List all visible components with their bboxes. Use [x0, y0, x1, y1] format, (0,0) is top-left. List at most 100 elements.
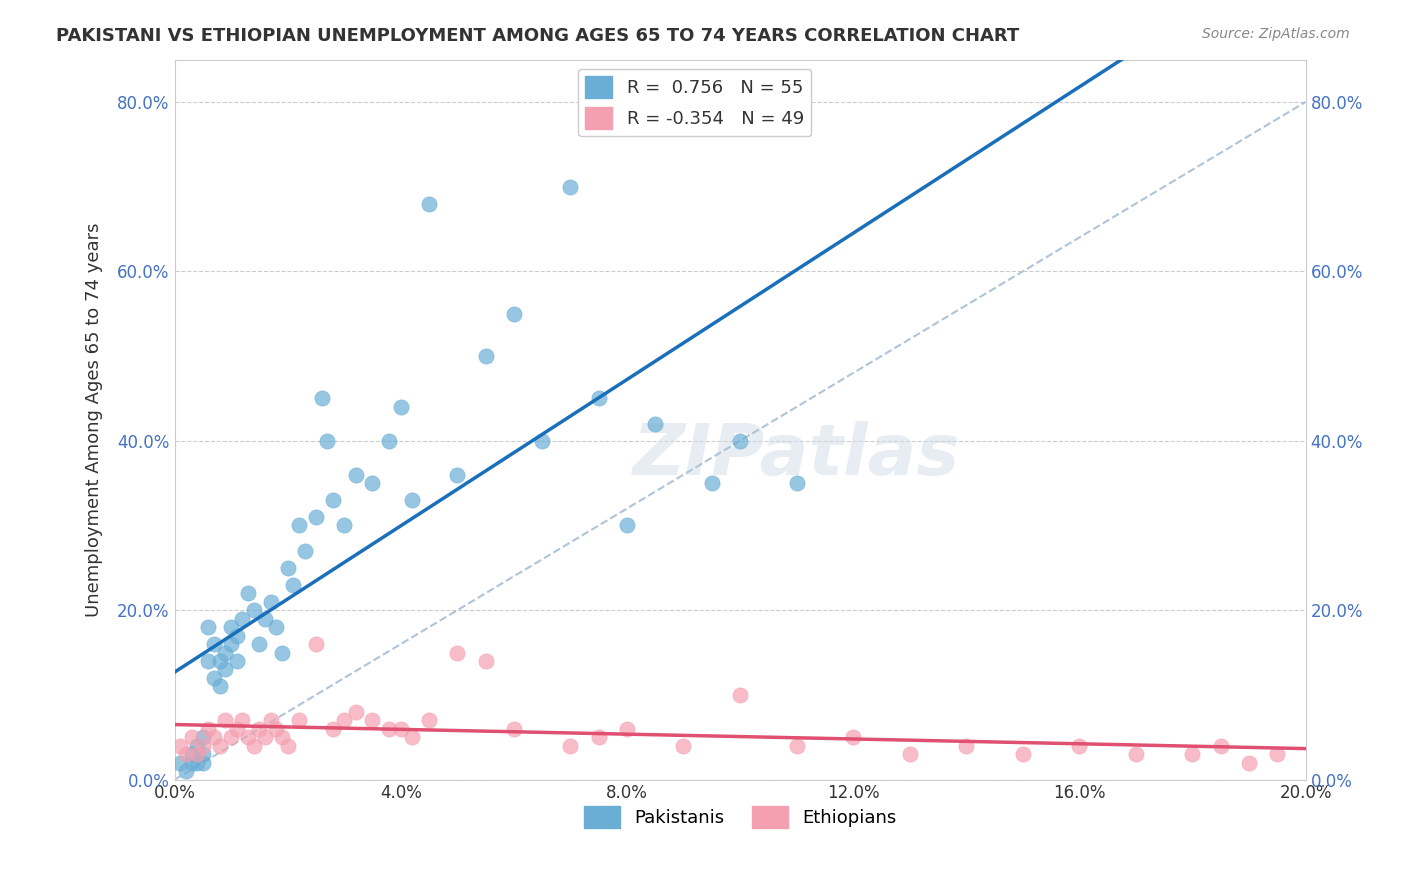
Pakistanis [271, 646, 294, 660]
Ethiopians [169, 739, 191, 753]
Pakistanis [225, 654, 247, 668]
Ethiopians [1209, 739, 1232, 753]
Ethiopians [260, 714, 283, 728]
Ethiopians [361, 714, 384, 728]
Pakistanis [219, 620, 242, 634]
Ethiopians [242, 739, 264, 753]
Pakistanis [186, 739, 208, 753]
Ethiopians [560, 739, 582, 753]
Ethiopians [247, 722, 270, 736]
Ethiopians [344, 705, 367, 719]
Ethiopians [214, 714, 236, 728]
Pakistanis [502, 307, 524, 321]
Pakistanis [231, 612, 253, 626]
Ethiopians [842, 731, 865, 745]
Pakistanis [333, 518, 356, 533]
Ethiopians [786, 739, 808, 753]
Pakistanis [389, 400, 412, 414]
Ethiopians [378, 722, 401, 736]
Pakistanis [260, 595, 283, 609]
Ethiopians [197, 722, 219, 736]
Pakistanis [169, 756, 191, 770]
Ethiopians [225, 722, 247, 736]
Y-axis label: Unemployment Among Ages 65 to 74 years: Unemployment Among Ages 65 to 74 years [86, 222, 103, 617]
Ethiopians [271, 731, 294, 745]
Ethiopians [616, 722, 638, 736]
Pakistanis [266, 620, 288, 634]
Ethiopians [1265, 747, 1288, 762]
Ethiopians [219, 731, 242, 745]
Ethiopians [1181, 747, 1204, 762]
Ethiopians [401, 731, 423, 745]
Ethiopians [389, 722, 412, 736]
Ethiopians [502, 722, 524, 736]
Pakistanis [197, 620, 219, 634]
Pakistanis [644, 417, 666, 431]
Ethiopians [1237, 756, 1260, 770]
Ethiopians [955, 739, 977, 753]
Ethiopians [322, 722, 344, 736]
Pakistanis [208, 680, 231, 694]
Pakistanis [197, 654, 219, 668]
Ethiopians [1011, 747, 1033, 762]
Ethiopians [288, 714, 311, 728]
Ethiopians [898, 747, 921, 762]
Text: ZIPatlas: ZIPatlas [633, 421, 960, 490]
Ethiopians [208, 739, 231, 753]
Ethiopians [333, 714, 356, 728]
Pakistanis [322, 493, 344, 508]
Pakistanis [277, 561, 299, 575]
Pakistanis [531, 434, 554, 448]
Pakistanis [474, 349, 496, 363]
Ethiopians [588, 731, 610, 745]
Ethiopians [418, 714, 440, 728]
Pakistanis [361, 476, 384, 491]
Pakistanis [728, 434, 751, 448]
Pakistanis [202, 671, 225, 685]
Ethiopians [672, 739, 695, 753]
Pakistanis [208, 654, 231, 668]
Pakistanis [288, 518, 311, 533]
Pakistanis [180, 756, 202, 770]
Pakistanis [700, 476, 723, 491]
Pakistanis [214, 646, 236, 660]
Pakistanis [305, 510, 328, 524]
Text: PAKISTANI VS ETHIOPIAN UNEMPLOYMENT AMONG AGES 65 TO 74 YEARS CORRELATION CHART: PAKISTANI VS ETHIOPIAN UNEMPLOYMENT AMON… [56, 27, 1019, 45]
Pakistanis [191, 756, 214, 770]
Pakistanis [344, 467, 367, 482]
Pakistanis [446, 467, 468, 482]
Pakistanis [253, 612, 276, 626]
Pakistanis [378, 434, 401, 448]
Pakistanis [186, 756, 208, 770]
Ethiopians [277, 739, 299, 753]
Pakistanis [616, 518, 638, 533]
Pakistanis [191, 747, 214, 762]
Pakistanis [294, 544, 316, 558]
Ethiopians [728, 688, 751, 702]
Ethiopians [1069, 739, 1091, 753]
Pakistanis [202, 637, 225, 651]
Pakistanis [418, 196, 440, 211]
Ethiopians [253, 731, 276, 745]
Pakistanis [214, 663, 236, 677]
Pakistanis [401, 493, 423, 508]
Ethiopians [174, 747, 197, 762]
Pakistanis [588, 392, 610, 406]
Ethiopians [186, 747, 208, 762]
Pakistanis [247, 637, 270, 651]
Pakistanis [219, 637, 242, 651]
Pakistanis [225, 629, 247, 643]
Ethiopians [191, 739, 214, 753]
Pakistanis [560, 179, 582, 194]
Ethiopians [231, 714, 253, 728]
Pakistanis [242, 603, 264, 617]
Ethiopians [202, 731, 225, 745]
Legend: Pakistanis, Ethiopians: Pakistanis, Ethiopians [576, 799, 904, 836]
Pakistanis [180, 747, 202, 762]
Ethiopians [1125, 747, 1147, 762]
Text: Source: ZipAtlas.com: Source: ZipAtlas.com [1202, 27, 1350, 41]
Ethiopians [266, 722, 288, 736]
Pakistanis [236, 586, 259, 600]
Pakistanis [191, 731, 214, 745]
Ethiopians [305, 637, 328, 651]
